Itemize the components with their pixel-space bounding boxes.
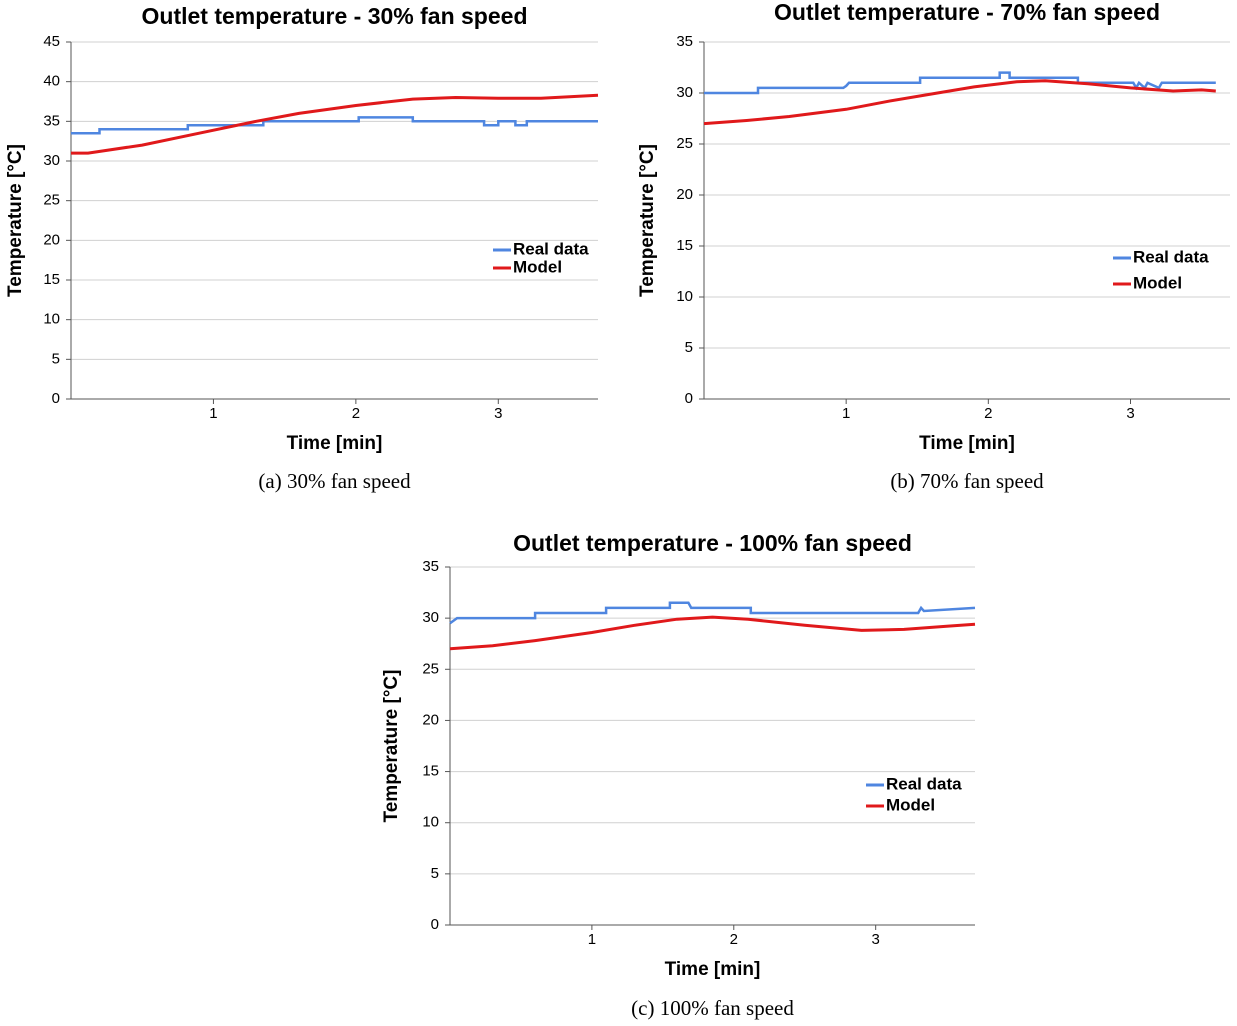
y-tick-label: 5 xyxy=(431,865,439,882)
legend-label: Real data xyxy=(886,774,962,793)
y-tick-label: 30 xyxy=(43,152,60,169)
y-axis-label: Temperature [°C] xyxy=(381,670,402,823)
y-tick-label: 15 xyxy=(43,271,60,288)
y-tick-label: 25 xyxy=(422,660,439,677)
y-tick-label: 35 xyxy=(422,558,439,575)
x-tick-label: 3 xyxy=(1126,405,1134,422)
series-line xyxy=(71,93,599,155)
y-tick-label: 10 xyxy=(43,311,60,328)
x-axis-label: Time [min] xyxy=(919,433,1015,454)
y-tick-label: 0 xyxy=(431,916,439,933)
x-tick-label: 2 xyxy=(352,405,360,422)
chart-title: Outlet temperature - 30% fan speed xyxy=(142,3,528,29)
x-tick-label: 1 xyxy=(842,405,850,422)
y-tick-label: 25 xyxy=(676,135,693,152)
series-line xyxy=(703,79,1216,126)
y-tick-label: 25 xyxy=(43,192,60,209)
y-tick-label: 30 xyxy=(422,609,439,626)
y-tick-label: 30 xyxy=(676,84,693,101)
legend-label: Real data xyxy=(513,239,589,258)
x-axis-label: Time [min] xyxy=(287,433,383,454)
x-tick-label: 1 xyxy=(209,405,217,422)
chart-title: Outlet temperature - 70% fan speed xyxy=(774,0,1160,25)
x-tick-label: 2 xyxy=(730,931,738,948)
x-tick-label: 3 xyxy=(872,931,880,948)
y-tick-label: 20 xyxy=(676,186,693,203)
y-tick-label: 15 xyxy=(422,763,439,780)
legend-label: Model xyxy=(886,795,935,814)
series-line xyxy=(449,615,976,651)
y-tick-label: 20 xyxy=(422,711,439,728)
x-tick-label: 1 xyxy=(588,931,596,948)
y-tick-label: 45 xyxy=(43,33,60,50)
x-tick-label: 2 xyxy=(984,405,992,422)
chart-title: Outlet temperature - 100% fan speed xyxy=(513,530,912,556)
legend-label: Model xyxy=(1133,273,1182,292)
y-tick-label: 10 xyxy=(676,288,693,305)
caption: (b) 70% fan speed xyxy=(890,469,1044,493)
legend-label: Model xyxy=(513,257,562,276)
x-axis-label: Time [min] xyxy=(665,959,761,980)
y-tick-label: 5 xyxy=(52,350,60,367)
series-line xyxy=(704,71,1216,95)
y-tick-label: 10 xyxy=(422,814,439,831)
x-tick-label: 3 xyxy=(494,405,502,422)
y-axis-label: Temperature [°C] xyxy=(5,144,26,297)
y-tick-label: 0 xyxy=(52,390,60,407)
y-tick-label: 0 xyxy=(685,390,693,407)
y-tick-label: 20 xyxy=(43,231,60,248)
caption: (a) 30% fan speed xyxy=(258,469,411,493)
y-tick-label: 40 xyxy=(43,73,60,90)
caption: (c) 100% fan speed xyxy=(631,996,794,1020)
series-line xyxy=(71,116,598,135)
y-axis-label: Temperature [°C] xyxy=(637,144,658,297)
y-tick-label: 35 xyxy=(676,33,693,50)
legend-label: Real data xyxy=(1133,247,1209,266)
y-tick-label: 35 xyxy=(43,112,60,129)
series-line xyxy=(449,601,976,625)
y-tick-label: 15 xyxy=(676,237,693,254)
y-tick-label: 5 xyxy=(685,339,693,356)
